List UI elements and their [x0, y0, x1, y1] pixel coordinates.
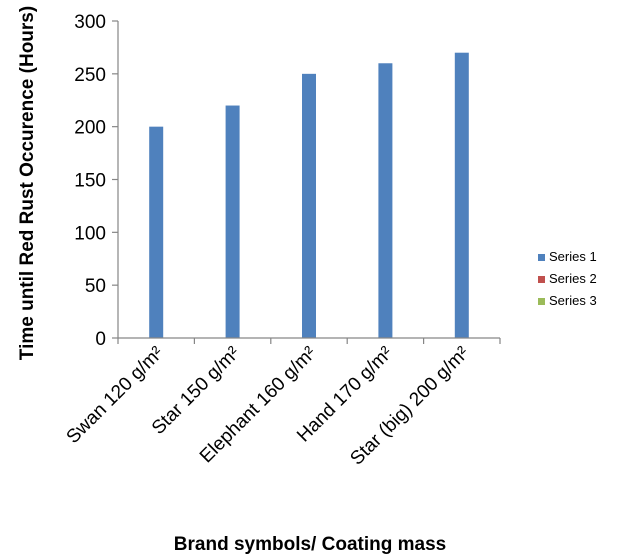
bar	[378, 63, 393, 339]
x-axis-title: Brand symbols/ Coating mass	[174, 534, 446, 555]
bar	[225, 105, 240, 339]
x-axis-ticks	[117, 338, 501, 344]
y-tick-label: 300	[74, 12, 106, 33]
y-tick-label: 50	[85, 276, 106, 297]
y-tick-label: 200	[74, 118, 106, 139]
legend-swatch	[538, 276, 545, 283]
y-tick-label: 0	[95, 329, 106, 350]
y-tick-label: 100	[74, 223, 106, 244]
bar	[149, 126, 164, 339]
legend-swatch	[538, 298, 545, 305]
legend-label: Series 2	[549, 271, 597, 286]
bar	[454, 52, 469, 338]
legend: Series 1 Series 2 Series 3	[538, 249, 597, 308]
y-axis-ticks: 0 50 100 150 200 250 300	[74, 12, 118, 350]
legend-swatch	[538, 254, 545, 261]
bars	[149, 52, 469, 339]
y-tick-label: 150	[74, 171, 106, 192]
bar	[302, 73, 316, 338]
legend-label: Series 3	[549, 293, 597, 308]
y-axis-title: Time until Red Rust Occurence (Hours)	[17, 6, 38, 360]
x-category-label: Swan 120 g/m²	[63, 343, 168, 448]
y-tick-label: 250	[74, 65, 106, 86]
legend-label: Series 1	[549, 249, 597, 264]
